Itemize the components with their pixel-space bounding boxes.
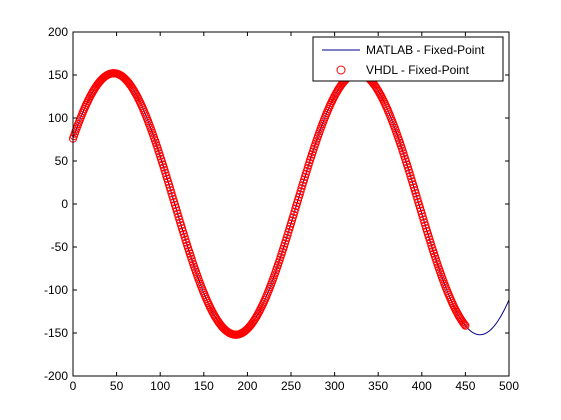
y-tick-label: -200 (44, 369, 68, 383)
legend-label-matlab: MATLAB - Fixed-Point (366, 43, 485, 57)
plot-area (73, 32, 509, 376)
y-tick-label: -100 (44, 283, 68, 297)
legend-label-vhdl: VHDL - Fixed-Point (366, 63, 470, 77)
y-tick-label: -50 (51, 240, 69, 254)
y-tick-label: 100 (48, 111, 68, 125)
x-axis-ticks: 0 50 100 150 200 250 300 350 400 450 500 (70, 32, 519, 393)
x-tick-label: 300 (325, 379, 345, 393)
y-tick-label: 150 (48, 68, 68, 82)
legend: MATLAB - Fixed-Point VHDL - Fixed-Point (312, 36, 504, 82)
vhdl-point (459, 319, 468, 328)
y-tick-label: 200 (48, 25, 68, 39)
x-tick-label: 450 (455, 379, 475, 393)
x-tick-label: 250 (281, 379, 301, 393)
y-tick-label: -150 (44, 326, 68, 340)
vhdl-point (461, 321, 470, 330)
vhdl-point (460, 320, 469, 329)
x-tick-label: 150 (194, 379, 214, 393)
y-tick-label: 50 (55, 154, 69, 168)
y-axis-ticks: -200 -150 -100 -50 0 50 100 150 200 (44, 25, 509, 383)
x-tick-label: 500 (499, 379, 519, 393)
legend-box (312, 36, 504, 82)
x-tick-label: 50 (110, 379, 124, 393)
legend-marker-sample (336, 65, 346, 75)
x-tick-label: 350 (368, 379, 388, 393)
x-tick-label: 200 (237, 379, 257, 393)
x-tick-label: 100 (150, 379, 170, 393)
y-tick-label: 0 (61, 197, 68, 211)
x-tick-label: 0 (70, 379, 77, 393)
x-tick-label: 400 (412, 379, 432, 393)
